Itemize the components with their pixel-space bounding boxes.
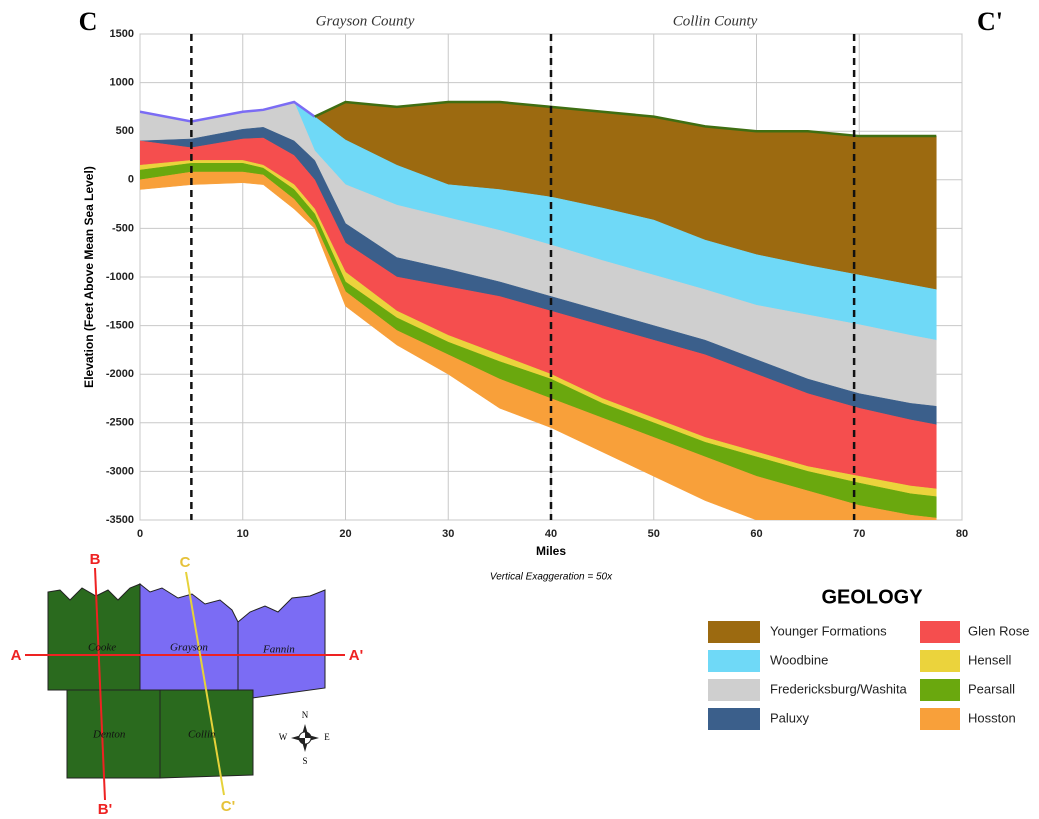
county	[159, 689, 254, 779]
y-tick-label: -1000	[106, 271, 134, 283]
county-name: Grayson	[170, 642, 208, 654]
county	[237, 589, 326, 701]
section-start: C	[79, 7, 98, 36]
county-name: Cooke	[88, 642, 116, 654]
y-tick-label: 500	[116, 125, 134, 137]
county-name: Fannin	[262, 644, 295, 656]
y-tick-label: -2500	[106, 417, 134, 429]
county-name: Denton	[92, 729, 126, 741]
y-tick-label: -2000	[106, 368, 134, 380]
legend-label: Hosston	[968, 710, 1016, 725]
county-label: Collin County	[673, 13, 758, 29]
x-tick-label: 80	[956, 528, 968, 540]
legend-swatch	[708, 650, 760, 672]
compass-label: N	[302, 710, 309, 720]
legend-label: Hensell	[968, 652, 1011, 667]
compass-label: E	[324, 732, 330, 742]
legend-label: Glen Rose	[968, 623, 1029, 638]
legend-label: Fredericksburg/Washita	[770, 681, 908, 696]
line-label: C	[180, 554, 191, 571]
legend-swatch	[920, 708, 960, 730]
y-tick-label: 1500	[110, 28, 134, 40]
y-tick-label: -500	[112, 222, 134, 234]
legend-label: Paluxy	[770, 710, 810, 725]
line-label: A'	[349, 647, 363, 664]
x-tick-label: 20	[339, 528, 351, 540]
legend-swatch	[708, 679, 760, 701]
compass: N E S W	[279, 710, 331, 766]
legend-label: Younger Formations	[770, 623, 887, 638]
y-tick-label: 1000	[110, 77, 134, 89]
x-tick-label: 40	[545, 528, 557, 540]
legend-swatch	[920, 621, 960, 643]
legend-swatch	[708, 621, 760, 643]
legend-label: Pearsall	[968, 681, 1015, 696]
legend-swatch	[708, 708, 760, 730]
section-line	[185, 571, 225, 796]
line-label: B'	[98, 801, 112, 818]
y-tick-label: -3500	[106, 514, 134, 526]
section-end: C'	[977, 7, 1003, 36]
section-line	[94, 567, 106, 801]
line-label: B	[90, 551, 101, 568]
land-surface	[314, 100, 937, 138]
x-axis-label: Miles	[536, 544, 566, 558]
locator-map: Cooke Grayson Fannin Denton Collin A A' …	[11, 551, 364, 818]
legend-swatch	[920, 679, 960, 701]
legend-title: GEOLOGY	[821, 586, 923, 608]
x-tick-label: 30	[442, 528, 454, 540]
compass-label: W	[279, 732, 288, 742]
y-tick-label: 0	[128, 174, 134, 186]
subtitle: Vertical Exaggeration = 50x	[490, 572, 613, 583]
x-tick-label: 60	[750, 528, 762, 540]
y-tick-label: -1500	[106, 320, 134, 332]
x-tick-label: 50	[648, 528, 660, 540]
y-axis-label: Elevation (Feet Above Mean Sea Level)	[82, 166, 96, 388]
county-name: Collin	[188, 729, 216, 741]
formation-band	[140, 171, 937, 520]
legend-label: Woodbine	[770, 652, 828, 667]
legend-swatch	[920, 650, 960, 672]
county	[47, 583, 141, 691]
x-tick-label: 10	[237, 528, 249, 540]
county	[139, 582, 239, 691]
y-tick-label: -3000	[106, 465, 134, 477]
compass-label: S	[302, 756, 307, 766]
county-label: Grayson County	[316, 13, 415, 29]
x-tick-label: 70	[853, 528, 865, 540]
x-tick-label: 0	[137, 528, 143, 540]
land-surface	[140, 100, 316, 123]
line-label: C'	[221, 798, 235, 815]
line-label: A	[11, 647, 22, 664]
